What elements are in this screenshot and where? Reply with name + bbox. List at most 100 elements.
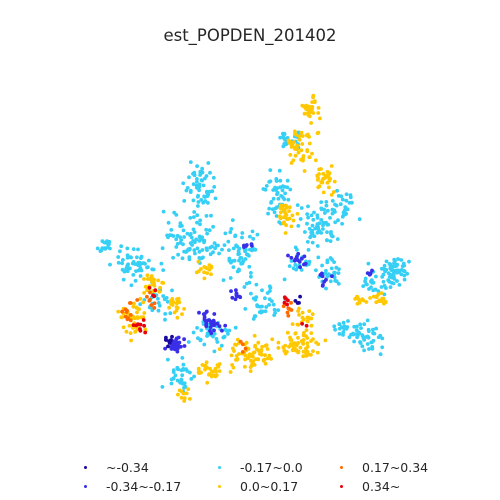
map-point (205, 331, 210, 336)
map-point (392, 261, 396, 265)
map-point (128, 313, 133, 317)
map-point (234, 343, 239, 347)
map-point (300, 142, 305, 146)
map-point (293, 245, 298, 250)
map-point (191, 198, 196, 203)
map-point (185, 249, 189, 253)
map-point (129, 283, 134, 288)
map-point (316, 111, 321, 115)
map-point (291, 158, 296, 163)
map-point (344, 198, 349, 203)
map-point (126, 262, 130, 267)
map-point (168, 311, 173, 316)
legend-swatch-1 (84, 465, 87, 469)
map-point (169, 299, 173, 303)
map-point (125, 246, 130, 251)
map-point (348, 195, 353, 200)
map-point (138, 274, 143, 278)
map-point (213, 246, 218, 251)
map-point (199, 198, 204, 202)
map-point (170, 288, 174, 293)
map-point (103, 247, 108, 251)
map-point (221, 278, 226, 282)
map-point (281, 134, 286, 138)
map-point (234, 293, 239, 298)
map-point (296, 349, 301, 354)
map-point (149, 303, 154, 307)
map-point (198, 172, 203, 176)
map-point (305, 212, 310, 217)
map-point (248, 369, 253, 373)
map-point (269, 200, 274, 204)
map-point (197, 184, 202, 189)
map-point (199, 178, 204, 183)
map-point (299, 268, 304, 272)
map-point (332, 324, 337, 329)
map-point (297, 137, 302, 142)
map-point (229, 353, 234, 358)
map-point (254, 282, 259, 287)
map-point (147, 298, 152, 303)
map-point (292, 341, 297, 345)
map-point (363, 279, 367, 284)
map-point (157, 289, 162, 294)
map-point (380, 345, 385, 350)
map-point (293, 331, 298, 336)
map-point (164, 335, 168, 340)
map-point (362, 348, 366, 353)
map-point (108, 262, 112, 267)
map-point (201, 183, 206, 188)
map-point (175, 378, 180, 383)
map-point (400, 264, 405, 269)
map-point (256, 348, 261, 353)
map-point (323, 211, 327, 215)
map-point (347, 200, 352, 205)
map-point (327, 185, 331, 190)
map-point (358, 341, 363, 345)
map-point (382, 301, 386, 306)
map-point (171, 234, 176, 238)
map-point (276, 340, 281, 345)
map-point (295, 211, 300, 216)
map-point (166, 357, 170, 362)
map-point (152, 301, 157, 306)
map-point (287, 209, 291, 214)
map-point (310, 240, 315, 245)
map-point (311, 349, 315, 353)
map-point (312, 99, 317, 103)
map-point (325, 238, 329, 243)
map-point (399, 268, 404, 272)
map-point (307, 352, 311, 357)
map-point (194, 270, 199, 275)
map-point (124, 329, 129, 334)
map-point (145, 277, 150, 281)
map-point (249, 271, 253, 275)
map-point (215, 321, 220, 326)
map-point (267, 206, 272, 211)
map-point (335, 237, 340, 242)
map-point (272, 307, 277, 312)
map-point (195, 164, 200, 169)
map-point (251, 351, 256, 355)
map-point (138, 302, 143, 307)
legend-label-6: 0.34~ (362, 478, 401, 494)
map-point (118, 249, 122, 254)
map-point (307, 141, 312, 146)
map-point (292, 258, 297, 263)
map-point (127, 323, 132, 328)
map-point (149, 274, 154, 278)
map-point (316, 178, 320, 182)
map-point (203, 195, 207, 199)
map-point (337, 326, 342, 331)
map-point (307, 155, 312, 160)
map-point (176, 392, 180, 397)
map-point (196, 366, 201, 371)
map-point (371, 294, 376, 299)
map-point (311, 217, 316, 222)
map-point (319, 218, 324, 222)
map-point (285, 178, 290, 183)
map-point (121, 258, 125, 262)
map-point (188, 190, 193, 195)
map-point (121, 277, 126, 282)
map-point (324, 200, 329, 204)
